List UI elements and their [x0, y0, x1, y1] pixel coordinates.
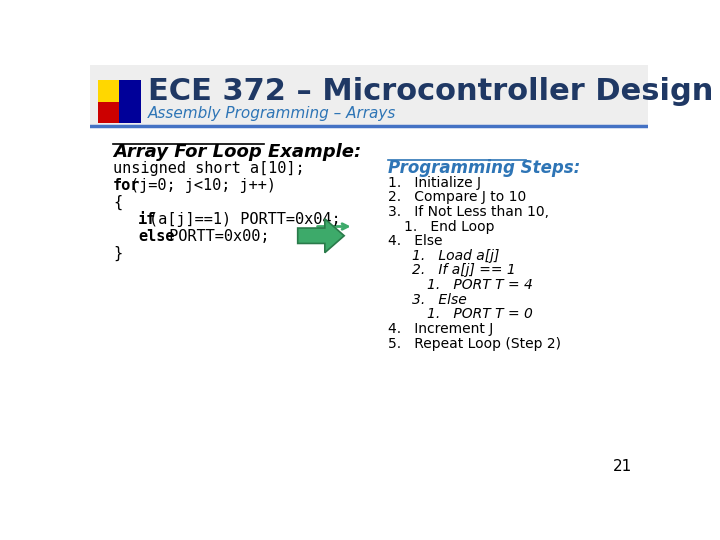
Text: Array For Loop Example:: Array For Loop Example:	[113, 143, 361, 161]
Bar	[120, 80, 141, 123]
Text: 4.   Else: 4. Else	[388, 234, 443, 248]
Text: 1.   PORT T = 4: 1. PORT T = 4	[427, 278, 533, 292]
Text: {: {	[113, 195, 122, 210]
Text: 5.   Repeat Loop (Step 2): 5. Repeat Loop (Step 2)	[388, 336, 562, 350]
Text: Assembly Programming – Arrays: Assembly Programming – Arrays	[148, 106, 397, 121]
Text: for: for	[113, 178, 140, 193]
Polygon shape	[297, 219, 344, 253]
Text: 2.   Compare J to 10: 2. Compare J to 10	[388, 190, 526, 204]
Text: else: else	[138, 229, 174, 244]
Bar	[98, 102, 120, 123]
Bar	[90, 65, 648, 126]
Text: PORTT=0x00;: PORTT=0x00;	[161, 229, 270, 244]
Text: 1.   End Loop: 1. End Loop	[404, 220, 495, 234]
Text: 21: 21	[613, 460, 632, 475]
Text: (j=0; j<10; j++): (j=0; j<10; j++)	[130, 178, 276, 193]
Text: unsigned short a[10];: unsigned short a[10];	[113, 161, 305, 176]
Text: 4.   Increment J: 4. Increment J	[388, 322, 494, 336]
Text: 2.   If a[j] == 1: 2. If a[j] == 1	[412, 264, 516, 278]
Text: }: }	[113, 246, 122, 261]
Text: 1.   Initialize J: 1. Initialize J	[388, 176, 482, 190]
Text: 3.   Else: 3. Else	[412, 293, 467, 307]
Text: 3.   If Not Less than 10,: 3. If Not Less than 10,	[388, 205, 549, 219]
Text: (a[j]==1) PORTT=0x04;: (a[j]==1) PORTT=0x04;	[149, 212, 341, 227]
Text: ECE 372 – Microcontroller Design: ECE 372 – Microcontroller Design	[148, 77, 714, 106]
Bar	[98, 80, 120, 102]
Text: Programming Steps:: Programming Steps:	[388, 159, 580, 177]
Text: 1.   Load a[j]: 1. Load a[j]	[412, 249, 499, 263]
Text: 1.   PORT T = 0: 1. PORT T = 0	[427, 307, 533, 321]
Text: if: if	[138, 212, 156, 227]
